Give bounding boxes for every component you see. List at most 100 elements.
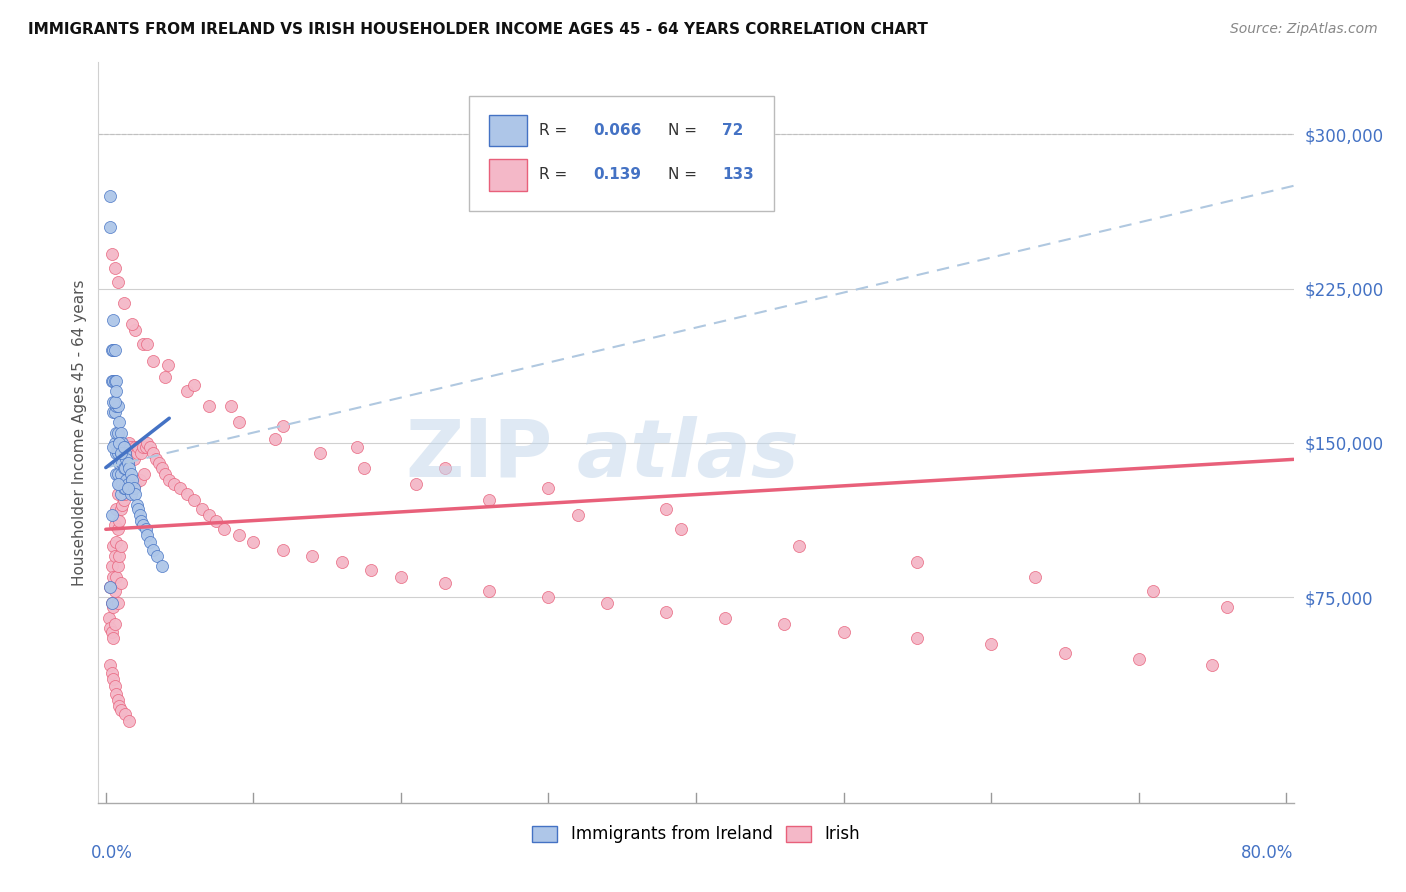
- Point: [145, 452, 167, 467]
- Text: ZIP: ZIP: [405, 416, 553, 494]
- Point: [110, 539, 132, 553]
- Point: [107, 477, 129, 491]
- Text: atlas: atlas: [576, 416, 799, 494]
- Point: [136, 337, 159, 351]
- Point: [655, 501, 678, 516]
- FancyBboxPatch shape: [470, 95, 773, 211]
- Point: [120, 477, 142, 491]
- Point: [124, 323, 146, 337]
- Point: [107, 693, 129, 707]
- Point: [434, 460, 457, 475]
- Point: [183, 493, 205, 508]
- Point: [100, 666, 122, 681]
- Point: [100, 559, 122, 574]
- Point: [1201, 658, 1223, 673]
- Point: [108, 457, 131, 471]
- Point: [219, 399, 242, 413]
- Point: [228, 528, 250, 542]
- Point: [198, 508, 221, 522]
- Point: [671, 522, 693, 536]
- Point: [107, 522, 129, 536]
- Point: [129, 514, 152, 528]
- Point: [135, 440, 157, 454]
- Point: [115, 473, 138, 487]
- Point: [98, 580, 121, 594]
- Point: [107, 446, 129, 460]
- Point: [120, 440, 142, 454]
- Point: [114, 446, 136, 460]
- Point: [264, 432, 287, 446]
- Point: [121, 473, 143, 487]
- Point: [135, 522, 157, 536]
- Point: [107, 559, 129, 574]
- Point: [111, 457, 134, 471]
- Point: [112, 460, 135, 475]
- Point: [346, 440, 368, 454]
- Point: [114, 460, 136, 475]
- Point: [128, 473, 150, 487]
- Point: [104, 374, 127, 388]
- Point: [110, 446, 132, 460]
- Legend: Immigrants from Ireland, Irish: Immigrants from Ireland, Irish: [526, 819, 866, 850]
- Point: [142, 353, 165, 368]
- Point: [108, 415, 131, 429]
- Point: [107, 399, 129, 413]
- Point: [163, 477, 186, 491]
- Point: [100, 246, 122, 260]
- Point: [124, 440, 146, 454]
- Point: [117, 477, 139, 491]
- Point: [148, 457, 170, 471]
- Point: [136, 436, 159, 450]
- Point: [121, 481, 143, 495]
- Point: [117, 477, 139, 491]
- Point: [97, 610, 120, 624]
- Point: [153, 467, 176, 481]
- Point: [101, 569, 124, 583]
- Point: [104, 679, 127, 693]
- Point: [108, 436, 131, 450]
- Text: R =: R =: [540, 168, 572, 183]
- Point: [104, 261, 127, 276]
- Point: [905, 555, 928, 569]
- Point: [105, 467, 128, 481]
- Point: [101, 440, 124, 454]
- Point: [301, 549, 323, 563]
- Point: [176, 384, 198, 399]
- Point: [101, 539, 124, 553]
- Point: [110, 575, 132, 590]
- Point: [131, 440, 153, 454]
- Point: [101, 374, 124, 388]
- Point: [117, 440, 139, 454]
- Point: [1142, 584, 1164, 599]
- Point: [112, 493, 135, 508]
- Point: [112, 457, 135, 471]
- Point: [100, 374, 122, 388]
- Point: [478, 493, 501, 508]
- Point: [111, 498, 134, 512]
- Point: [101, 632, 124, 646]
- Point: [124, 487, 146, 501]
- Point: [1053, 646, 1076, 660]
- Point: [434, 575, 457, 590]
- Point: [105, 384, 128, 399]
- Point: [127, 501, 149, 516]
- Point: [118, 436, 141, 450]
- Point: [105, 446, 128, 460]
- Point: [114, 707, 136, 722]
- Point: [120, 467, 142, 481]
- Point: [105, 425, 128, 440]
- Point: [142, 446, 165, 460]
- Point: [115, 481, 138, 495]
- Text: 0.0%: 0.0%: [91, 844, 134, 862]
- Point: [150, 559, 173, 574]
- Point: [101, 343, 124, 358]
- Point: [198, 399, 221, 413]
- Point: [205, 514, 228, 528]
- Point: [105, 687, 128, 701]
- Point: [105, 501, 128, 516]
- Point: [114, 481, 136, 495]
- Point: [134, 467, 156, 481]
- Point: [104, 549, 127, 563]
- Point: [110, 501, 132, 516]
- Point: [150, 460, 173, 475]
